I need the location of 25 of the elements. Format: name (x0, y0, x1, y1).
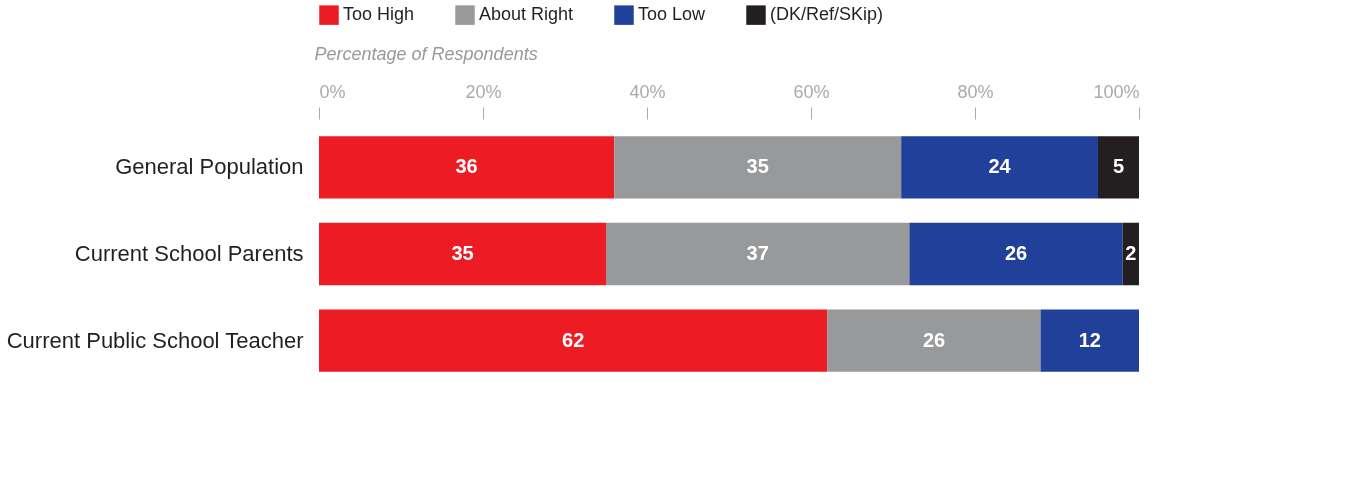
legend-label: Too High (343, 4, 415, 25)
x-tick-label: 100% (1093, 81, 1140, 102)
x-tick-label: 40% (629, 81, 666, 102)
legend-label: Too Low (638, 4, 707, 25)
data-label: 35 (451, 242, 474, 264)
x-axis-title: Percentage of Respondents (314, 43, 538, 64)
y-tick-label: General Population (115, 154, 304, 180)
y-tick-label: Current Public School Teacher (6, 327, 304, 353)
data-label: 26 (922, 328, 946, 351)
x-tick-label: 20% (465, 81, 502, 102)
data-label: 12 (1078, 328, 1101, 351)
data-label: 24 (988, 155, 1012, 178)
x-tick-label: 0% (319, 81, 346, 102)
legend-label: About Right (479, 4, 574, 25)
data-label: 35 (746, 155, 769, 178)
data-label: 2 (1125, 242, 1137, 264)
y-tick-label: Current School Parents (74, 241, 304, 266)
data-label: 36 (455, 155, 478, 178)
data-label: 5 (1112, 155, 1125, 178)
data-label: 62 (562, 328, 585, 351)
data-label: 26 (1004, 242, 1028, 264)
legend-label: (DK/Ref/SKip) (770, 4, 884, 25)
data-label: 37 (746, 242, 769, 264)
x-tick-label: 60% (793, 81, 830, 102)
x-tick-label: 80% (957, 81, 994, 102)
